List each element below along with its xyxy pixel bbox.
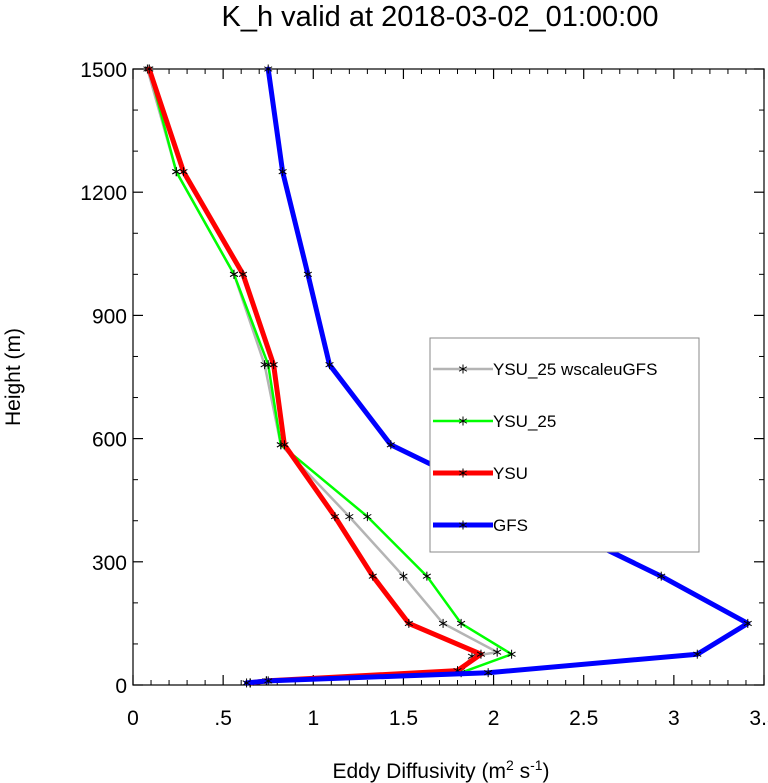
data-point-gfs: [264, 64, 273, 74]
x-tick-label: .5: [214, 707, 232, 730]
x-tick-label: 2: [488, 707, 500, 730]
data-point-ysu-25-wscaleugfs: [493, 647, 502, 657]
data-point-ysu: [269, 360, 278, 370]
data-point-gfs: [657, 571, 666, 581]
x-tick-label: 3.5: [749, 707, 768, 730]
data-point-ysu: [330, 512, 340, 522]
legend-label-ysu-25: YSU_25: [493, 412, 556, 431]
data-point-ysu: [145, 64, 154, 74]
data-point-ysu-25: [456, 618, 466, 628]
y-axis-label: Height (m): [2, 328, 25, 426]
y-tick-label: 900: [92, 305, 127, 328]
plot-frame: [132, 68, 765, 686]
y-tick-label: 0: [115, 675, 127, 698]
x-tick-label: 1: [307, 707, 319, 730]
data-point-ysu-25-wscaleugfs: [399, 571, 408, 581]
y-axis: 0 300 600 900 1200 1500: [80, 59, 764, 698]
data-point-ysu: [368, 571, 377, 581]
data-point-ysu-25-wscaleugfs: [438, 618, 448, 628]
chart-title: K_h valid at 2018-03-02_01:00:00: [222, 1, 659, 33]
series-line-ysu: [146, 66, 484, 686]
legend-marker-ysu-25-wscaleugfs: [458, 364, 468, 374]
x-axis: 0 .5 1 1.5 2 2.5 3 3.5: [127, 69, 768, 730]
legend-label-ysu-25-wscaleugfs: YSU_25 wscaleuGFS: [493, 360, 657, 379]
data-point-ysu-25: [172, 167, 181, 177]
data-point-gfs: [278, 167, 287, 177]
legend-label-gfs: GFS: [493, 516, 528, 535]
legend-marker-gfs: [458, 520, 468, 530]
data-point-ysu: [476, 649, 486, 659]
data-point-gfs: [242, 678, 251, 688]
data-point-ysu: [179, 167, 188, 177]
series-layer: [143, 64, 752, 688]
legend-box: [429, 337, 700, 553]
data-point-gfs: [264, 676, 273, 686]
y-tick-label: 300: [92, 552, 127, 575]
x-tick-label: 0: [127, 707, 139, 730]
data-point-ysu-25: [507, 649, 516, 659]
data-point-ysu-25: [229, 269, 239, 279]
data-point-gfs: [484, 668, 493, 678]
data-point-gfs: [386, 440, 395, 450]
data-point-ysu: [404, 618, 413, 628]
x-axis-label: Eddy Diffusivity (m2 s-1): [332, 757, 549, 783]
data-point-ysu-25-wscaleugfs: [345, 512, 354, 522]
x-tick-label: 3: [668, 707, 680, 730]
data-point-gfs: [693, 649, 702, 659]
x-tick-label: 1.5: [389, 707, 418, 730]
y-tick-label: 1500: [80, 59, 127, 82]
x-tick-label: 2.5: [569, 707, 598, 730]
data-point-ysu: [238, 269, 248, 279]
data-point-ysu-25: [422, 571, 432, 581]
y-tick-label: 600: [92, 429, 127, 452]
legend-marker-ysu-25: [458, 416, 468, 426]
data-point-gfs: [303, 269, 313, 279]
legend: YSU_25 wscaleuGFS YSU_25 YSU GFS: [429, 337, 700, 553]
legend-label-ysu: YSU: [493, 464, 528, 483]
data-point-gfs: [743, 618, 752, 628]
legend-marker-ysu: [458, 468, 468, 478]
data-point-ysu-25: [363, 512, 372, 522]
data-point-gfs: [325, 360, 334, 370]
y-tick-label: 1200: [80, 182, 127, 205]
data-point-ysu: [280, 440, 289, 450]
